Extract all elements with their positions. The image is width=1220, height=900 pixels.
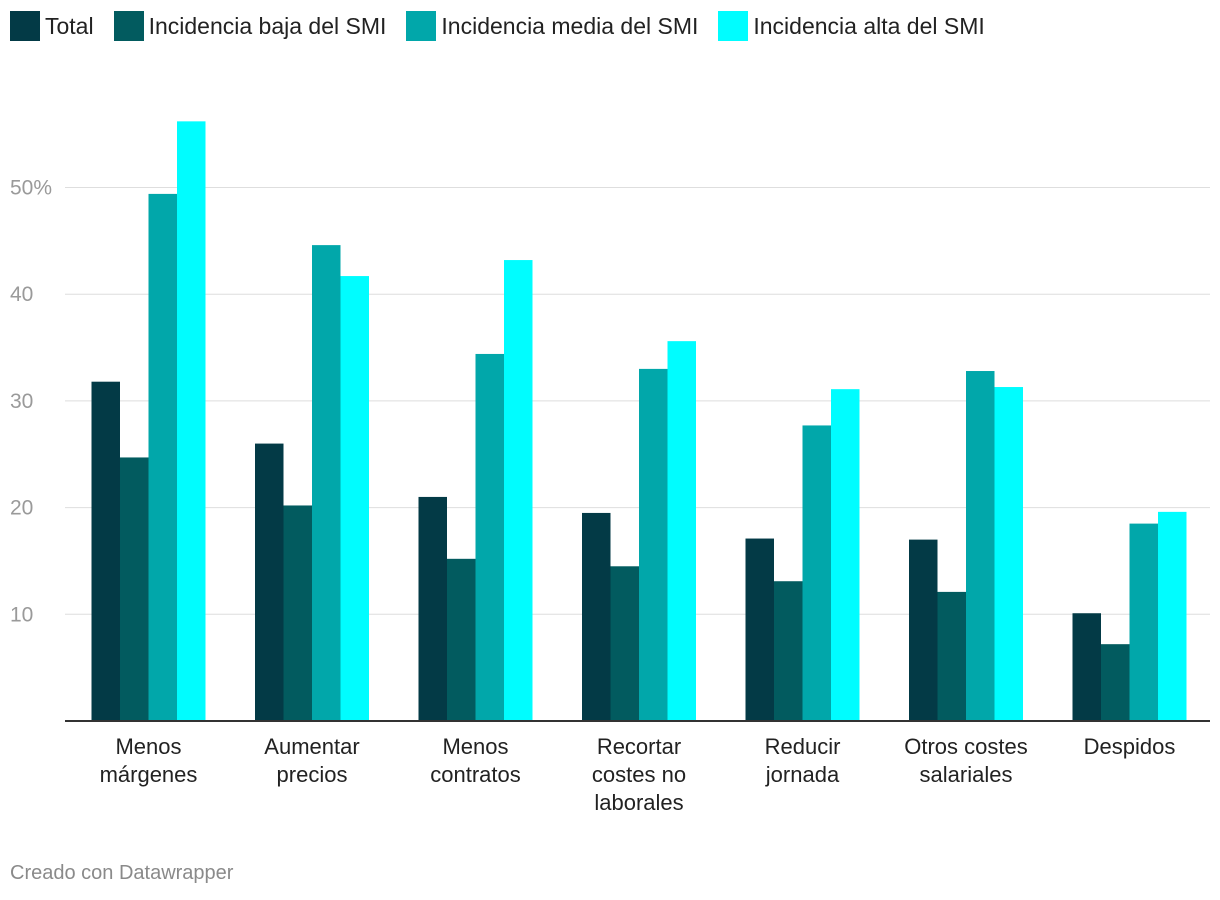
legend-swatch-alta (718, 11, 749, 41)
legend-item-baja: Incidencia baja del SMI (113, 11, 387, 41)
legend-label-alta: Incidencia alta del SMI (753, 12, 985, 39)
legend-label-total: Total (45, 12, 94, 39)
bar-series-1-cat-4 (774, 581, 803, 721)
bar-series-0-cat-0 (91, 381, 120, 721)
x-tick-label-line: Otros costes (904, 734, 1027, 759)
bar-series-2-cat-6 (1129, 523, 1158, 721)
x-tick-label: Despidos (1084, 734, 1176, 759)
y-tick-label: 30 (10, 390, 33, 413)
x-tick-label-line: Despidos (1084, 734, 1176, 759)
bar-series-2-cat-1 (312, 245, 341, 722)
bar-series-1-cat-0 (120, 457, 149, 721)
bar-series-0-cat-6 (1072, 613, 1101, 721)
bar-series-3-cat-6 (1158, 511, 1187, 721)
legend-item-alta: Incidencia alta del SMI (718, 11, 985, 41)
x-tick-label: Reducir jornada (765, 734, 841, 787)
x-tick-label-line: Aumentar (264, 734, 359, 759)
x-tick-label-line: Menos (442, 734, 508, 759)
x-tick-label-line: laborales (594, 790, 683, 815)
x-tick-label-line: jornada (765, 762, 840, 787)
bar-series-1-cat-5 (937, 591, 966, 721)
bar-series-0-cat-1 (255, 443, 284, 721)
bar-series-0-cat-3 (582, 512, 611, 721)
legend-label-media: Incidencia media del SMI (441, 12, 699, 39)
x-tick-label-line: precios (277, 762, 348, 787)
y-tick-label: 50% (10, 177, 52, 200)
bar-series-0-cat-5 (909, 539, 938, 721)
x-tick-label-line: Recortar (597, 734, 681, 759)
bar-series-3-cat-2 (504, 260, 533, 721)
x-tick-label: Menos márgenes (100, 734, 198, 787)
bar-series-3-cat-1 (340, 276, 369, 721)
bar-series-2-cat-2 (475, 353, 504, 721)
bar-series-0-cat-4 (745, 538, 774, 721)
bar-series-1-cat-1 (283, 505, 312, 721)
x-tick-label-line: salariales (920, 762, 1013, 787)
bar-series-3-cat-5 (994, 387, 1023, 721)
bar-series-2-cat-0 (148, 193, 177, 722)
bar-series-3-cat-3 (667, 341, 696, 721)
bar-series-1-cat-2 (447, 558, 476, 721)
legend-item-media: Incidencia media del SMI (406, 11, 698, 41)
legend-label-baja: Incidencia baja del SMI (148, 12, 387, 39)
x-tick-label: Recortar costes no laborales (592, 734, 686, 815)
bar-series-1-cat-6 (1101, 644, 1130, 721)
bar-series-0-cat-2 (418, 496, 447, 721)
x-tick-label: Otros costes salariales (904, 734, 1027, 787)
legend-item-total: Total (10, 11, 94, 41)
footer-credit: Creado con Datawrapper (10, 862, 234, 884)
legend-swatch-baja (113, 11, 144, 41)
x-tick-label-line: costes no (592, 762, 686, 787)
bar-series-2-cat-5 (966, 371, 995, 721)
legend-swatch-media (406, 11, 437, 41)
x-tick-label-line: Reducir (765, 734, 841, 759)
x-tick-label: Menos contratos (430, 734, 521, 787)
x-tick-label-line: contratos (430, 762, 521, 787)
x-tick-label-line: Menos (115, 734, 181, 759)
x-tick-label-line: márgenes (100, 762, 198, 787)
y-tick-label: 20 (10, 497, 33, 520)
bar-series-3-cat-0 (177, 121, 206, 721)
bar-series-2-cat-4 (802, 425, 831, 721)
legend-swatch-total (10, 11, 40, 41)
chart-legend: Total Incidencia baja del SMI Incidencia… (10, 11, 1005, 41)
y-tick-label: 10 (10, 603, 33, 626)
x-tick-label: Aumentar precios (264, 734, 359, 787)
bar-series-1-cat-3 (610, 566, 639, 721)
y-tick-label: 40 (10, 283, 33, 306)
bar-series-2-cat-3 (639, 368, 668, 721)
bar-series-3-cat-4 (831, 389, 860, 721)
